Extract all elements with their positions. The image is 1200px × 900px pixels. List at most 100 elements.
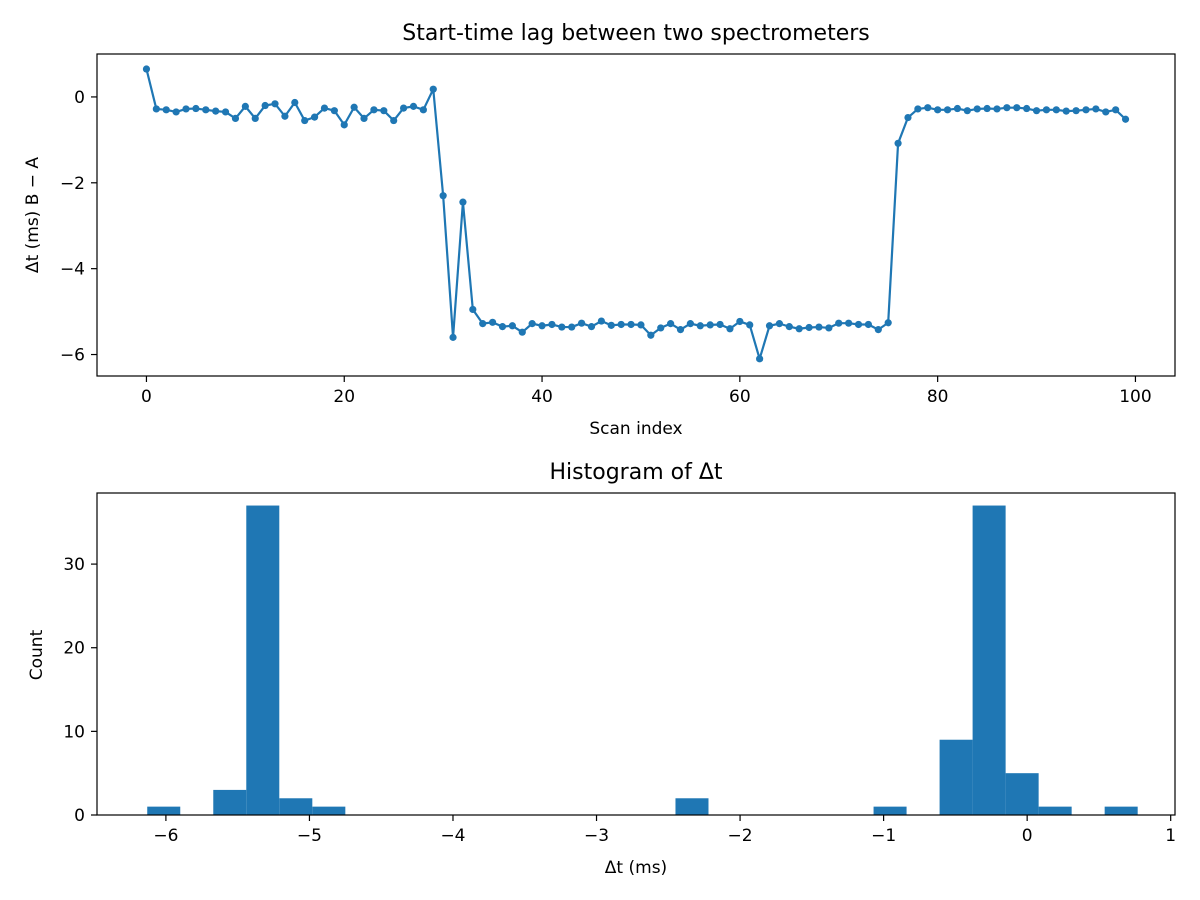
data-point — [1102, 108, 1110, 116]
data-point — [1042, 106, 1051, 114]
x-tick-label: −4 — [440, 826, 465, 846]
data-point — [419, 106, 427, 114]
data-point — [835, 319, 843, 327]
data-point — [1062, 107, 1070, 115]
data-point — [1013, 104, 1021, 112]
data-point — [291, 98, 299, 107]
y-tick-label: −2 — [60, 174, 85, 194]
data-point — [1082, 106, 1090, 114]
histogram-bar — [939, 739, 973, 815]
data-point — [182, 105, 190, 113]
histogram-plot-area — [147, 505, 1138, 815]
data-point — [894, 139, 902, 147]
data-point — [597, 317, 605, 325]
data-point — [281, 112, 289, 120]
x-tick-label: −1 — [871, 826, 896, 846]
y-tick-label: −4 — [60, 260, 85, 280]
y-tick-label: 30 — [63, 555, 85, 575]
x-tick-label: −2 — [728, 826, 753, 846]
histogram-plot-frame — [96, 492, 1176, 816]
data-point — [370, 106, 378, 114]
x-tick-label: 20 — [333, 387, 355, 407]
x-tick-label: −6 — [153, 826, 178, 846]
data-point — [538, 322, 546, 330]
histogram-chart: Histogram of Δt −6 −5 −4 −3 −2 −1 0 1 0 10 20 30 Δ… — [27, 460, 1176, 878]
data-point — [399, 104, 408, 112]
histogram-bar — [873, 806, 907, 815]
x-axis-label: Scan index — [589, 419, 682, 439]
x-tick-label: 80 — [927, 387, 949, 407]
data-point — [488, 318, 497, 326]
x-tick-label: −3 — [584, 826, 609, 846]
data-point — [439, 192, 447, 200]
data-point — [578, 319, 586, 327]
data-point — [1032, 107, 1041, 115]
data-point — [686, 320, 694, 328]
data-point — [756, 355, 764, 363]
data-point — [943, 106, 952, 114]
data-point — [320, 104, 329, 112]
data-point — [459, 198, 467, 206]
data-point — [815, 323, 823, 331]
data-point — [696, 322, 704, 330]
histogram-bar — [246, 505, 280, 815]
data-point — [716, 320, 724, 329]
line-plot-area — [142, 65, 1130, 363]
data-point — [587, 323, 596, 331]
data-point — [1023, 104, 1031, 113]
data-point — [409, 102, 418, 110]
data-point — [746, 321, 754, 329]
histogram-bar — [675, 798, 709, 815]
data-point — [558, 323, 566, 331]
x-tick-label: 0 — [1022, 826, 1033, 846]
data-point — [380, 107, 388, 115]
data-point — [429, 85, 437, 93]
data-point — [627, 320, 635, 329]
y-tick-label: 0 — [74, 88, 85, 108]
data-point — [1112, 106, 1120, 114]
data-point — [310, 113, 319, 121]
data-point — [528, 320, 536, 328]
data-point — [202, 106, 210, 114]
data-point — [706, 321, 714, 329]
data-point — [726, 325, 734, 333]
data-point — [963, 107, 971, 115]
data-point — [736, 317, 744, 326]
data-point — [350, 103, 358, 111]
data-point — [271, 100, 279, 108]
data-point — [518, 328, 526, 336]
data-point — [973, 105, 981, 113]
data-point — [637, 321, 645, 329]
data-point — [231, 114, 240, 122]
data-point — [607, 321, 615, 329]
data-point — [449, 333, 457, 341]
data-point — [469, 305, 477, 314]
data-point — [508, 322, 516, 330]
x-tick-label: −5 — [297, 826, 322, 846]
data-point — [221, 108, 230, 116]
y-tick-label: 20 — [63, 639, 85, 659]
data-point — [479, 320, 487, 328]
histogram-bar — [972, 505, 1006, 815]
data-point — [993, 105, 1001, 113]
line-plot-frame — [96, 53, 1176, 377]
series-line — [145, 68, 1127, 360]
data-point — [647, 331, 655, 339]
data-point — [676, 326, 685, 334]
data-point — [874, 326, 882, 334]
data-point — [934, 106, 942, 114]
data-point — [1003, 104, 1011, 112]
data-point — [548, 320, 556, 329]
x-tick-label: 1 — [1165, 826, 1176, 846]
chart-title: Histogram of Δt — [550, 460, 723, 485]
data-point — [845, 319, 853, 327]
data-point — [617, 320, 625, 329]
data-point — [667, 320, 675, 328]
histogram-bar — [279, 798, 313, 815]
data-point — [241, 102, 249, 110]
data-point — [864, 320, 873, 329]
y-axis-ticks: 0 10 20 30 — [63, 555, 97, 826]
data-point — [657, 324, 665, 332]
histogram-bar — [1038, 806, 1072, 815]
